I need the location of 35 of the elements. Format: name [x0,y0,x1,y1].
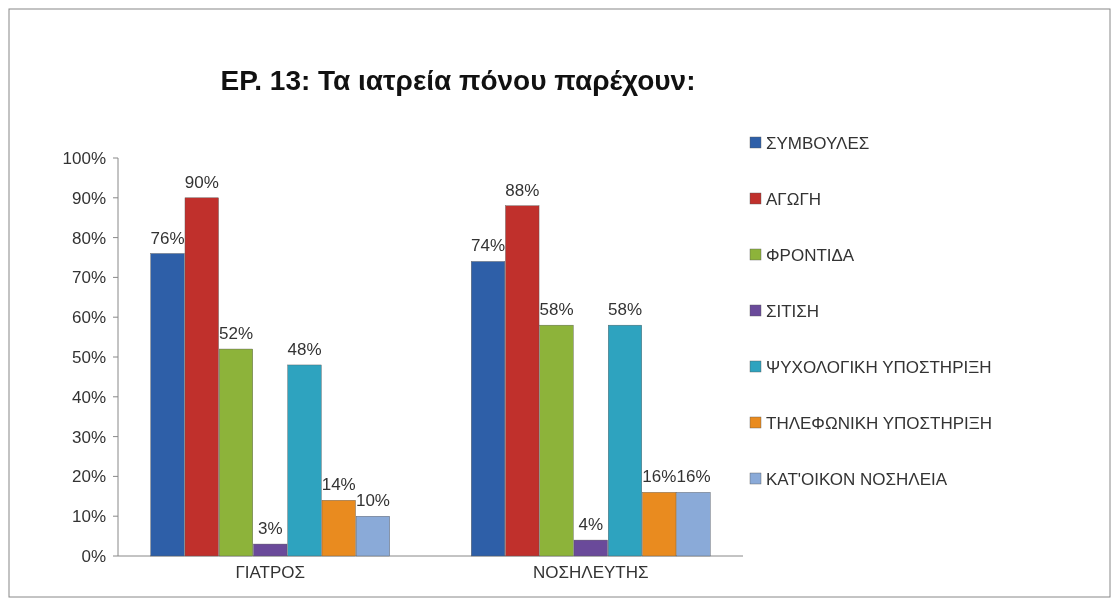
x-tick-label: ΝΟΣΗΛΕΥΤΗΣ [533,563,649,582]
data-label: 48% [287,339,322,359]
y-tick-label: 20% [71,467,106,487]
y-tick-label: 30% [71,427,106,447]
data-label: 16% [642,467,677,487]
data-label: 14% [321,475,356,495]
y-tick-label: 60% [71,308,106,328]
y-tick-label: 0% [81,546,106,566]
legend-label: ΣΥΜΒΟΥΛΕΣ [766,133,870,153]
x-tick-label: ΓΙΑΤΡΟΣ [235,563,306,582]
y-tick-label: 10% [71,507,106,527]
legend-label: ΨΥΧΟΛΟΓΙΚΗ ΥΠΟΣΤΗΡΙΞΗ [766,357,992,377]
y-tick-label: 70% [71,268,106,288]
y-tick-label: 90% [71,188,106,208]
data-label: 10% [355,491,390,511]
chart-title: ΕΡ. 13: Τα ιατρεία πόνου παρέχουν: [220,65,696,96]
data-label: 58% [539,300,574,320]
y-tick-label: 80% [71,228,106,248]
y-tick-label: 40% [71,387,106,407]
data-label: 74% [471,236,506,256]
legend-label: ΑΓΩΓΗ [766,189,822,209]
y-tick-label: 100% [62,148,106,168]
data-label: 16% [676,467,711,487]
legend-label: ΦΡΟΝΤΙΔΑ [766,245,855,265]
data-label: 4% [578,515,604,535]
legend-label: ΤΗΛΕΦΩΝΙΚΗ ΥΠΟΣΤΗΡΙΞΗ [766,413,993,433]
data-label: 76% [150,228,185,248]
data-label: 58% [607,300,643,320]
legend-label: ΣΙΤΙΣΗ [766,301,820,321]
data-label: 52% [218,324,254,344]
data-label: 90% [184,172,219,192]
legend-label: ΚΑΤ'ΟΙΚΟΝ ΝΟΣΗΛΕΙΑ [766,469,948,489]
data-label: 3% [257,519,283,539]
data-label: 88% [505,180,540,200]
y-tick-label: 50% [71,347,106,367]
